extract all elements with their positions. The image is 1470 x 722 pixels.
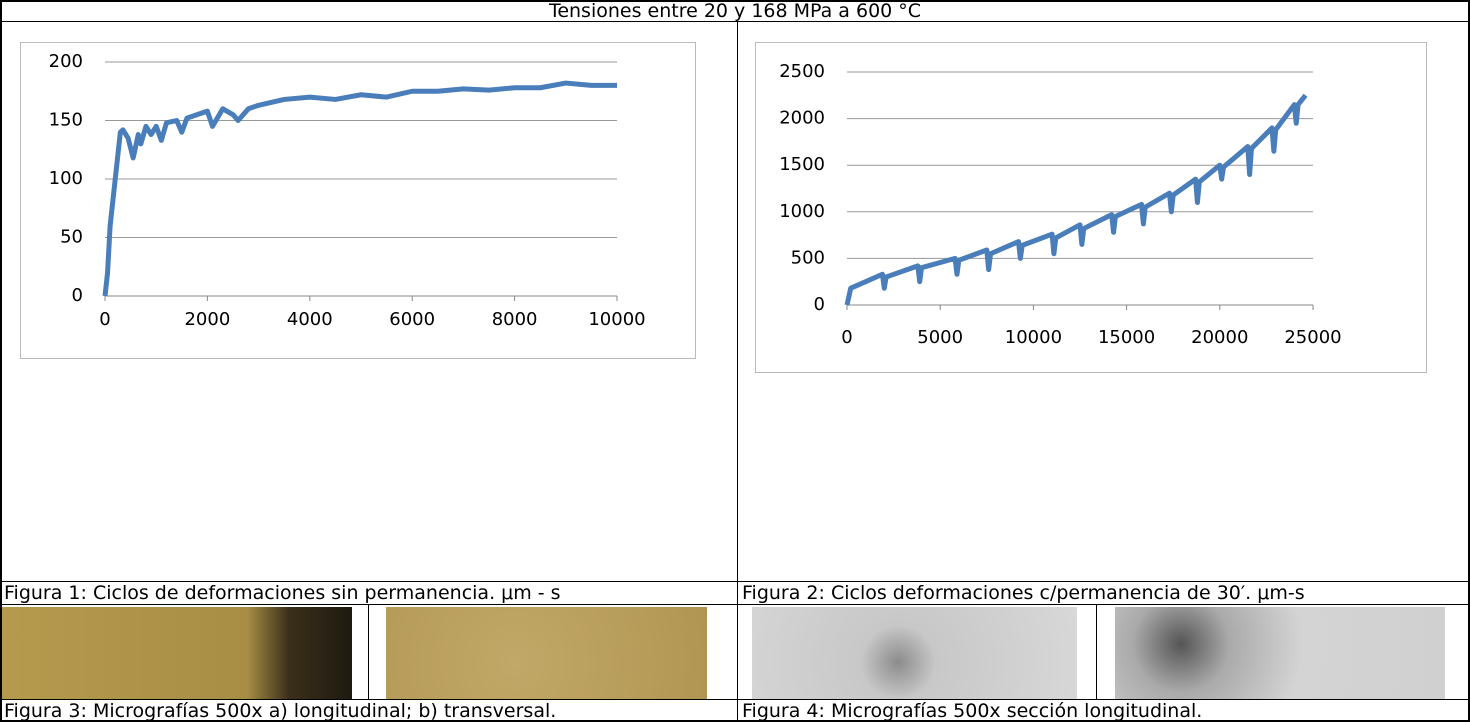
caption: Figura 1: Ciclos de deformaciones sin pe…: [4, 582, 561, 604]
chart-frame: [20, 358, 696, 359]
chart-frame: [695, 42, 696, 358]
x-tick-label: 10000: [588, 309, 645, 330]
caption: Figura 4: Micrografías 500x sección long…: [742, 700, 1203, 722]
data-line: [102, 80, 617, 297]
micrograph: [1115, 607, 1445, 699]
chart-frame: [755, 372, 1427, 373]
border: [368, 604, 369, 700]
title: Tensiones entre 20 y 168 MPa a 600 °C: [548, 0, 922, 22]
data-line: [844, 93, 1308, 306]
border: [1468, 0, 1470, 722]
x-tick-label: 0: [841, 327, 852, 348]
x-tick-label: 20000: [1191, 327, 1248, 348]
border: [0, 699, 1470, 700]
y-tick-label: 1000: [779, 201, 825, 222]
x-tick-label: 25000: [1284, 327, 1341, 348]
y-tick-label: 2500: [779, 61, 825, 82]
x-tick-label: 8000: [492, 309, 538, 330]
x-tick-label: 0: [99, 309, 110, 330]
chart-frame: [1426, 42, 1427, 372]
caption: Figura 3: Micrografías 500x a) longitudi…: [4, 700, 557, 722]
y-tick-label: 0: [814, 294, 825, 315]
border: [737, 21, 738, 722]
y-tick-label: 500: [791, 247, 825, 268]
x-tick-label: 4000: [287, 309, 333, 330]
x-tick-label: 6000: [389, 309, 435, 330]
x-tick-label: 15000: [1098, 327, 1155, 348]
y-tick-label: 0: [72, 285, 83, 306]
border: [0, 720, 1470, 722]
micrograph: [386, 607, 707, 699]
border: [0, 604, 1470, 605]
y-tick-label: 2000: [779, 108, 825, 129]
y-tick-label: 150: [49, 110, 83, 131]
y-tick-label: 200: [49, 51, 83, 72]
chart-frame: [755, 42, 756, 372]
border: [1096, 604, 1097, 700]
border: [0, 581, 1470, 582]
y-tick-label: 1500: [779, 154, 825, 175]
chart-frame: [20, 42, 695, 43]
chart-frame: [755, 42, 1426, 43]
micrograph: [2, 607, 352, 699]
y-tick-label: 100: [49, 168, 83, 189]
micrograph: [752, 607, 1077, 699]
border: [0, 21, 1470, 22]
x-tick-label: 5000: [917, 327, 963, 348]
y-tick-label: 50: [60, 227, 83, 248]
chart-frame: [20, 42, 21, 358]
x-tick-label: 2000: [184, 309, 230, 330]
border: [0, 0, 1470, 2]
caption: Figura 2: Ciclos deformaciones c/permane…: [742, 582, 1305, 604]
x-tick-label: 10000: [1005, 327, 1062, 348]
border: [0, 0, 2, 722]
